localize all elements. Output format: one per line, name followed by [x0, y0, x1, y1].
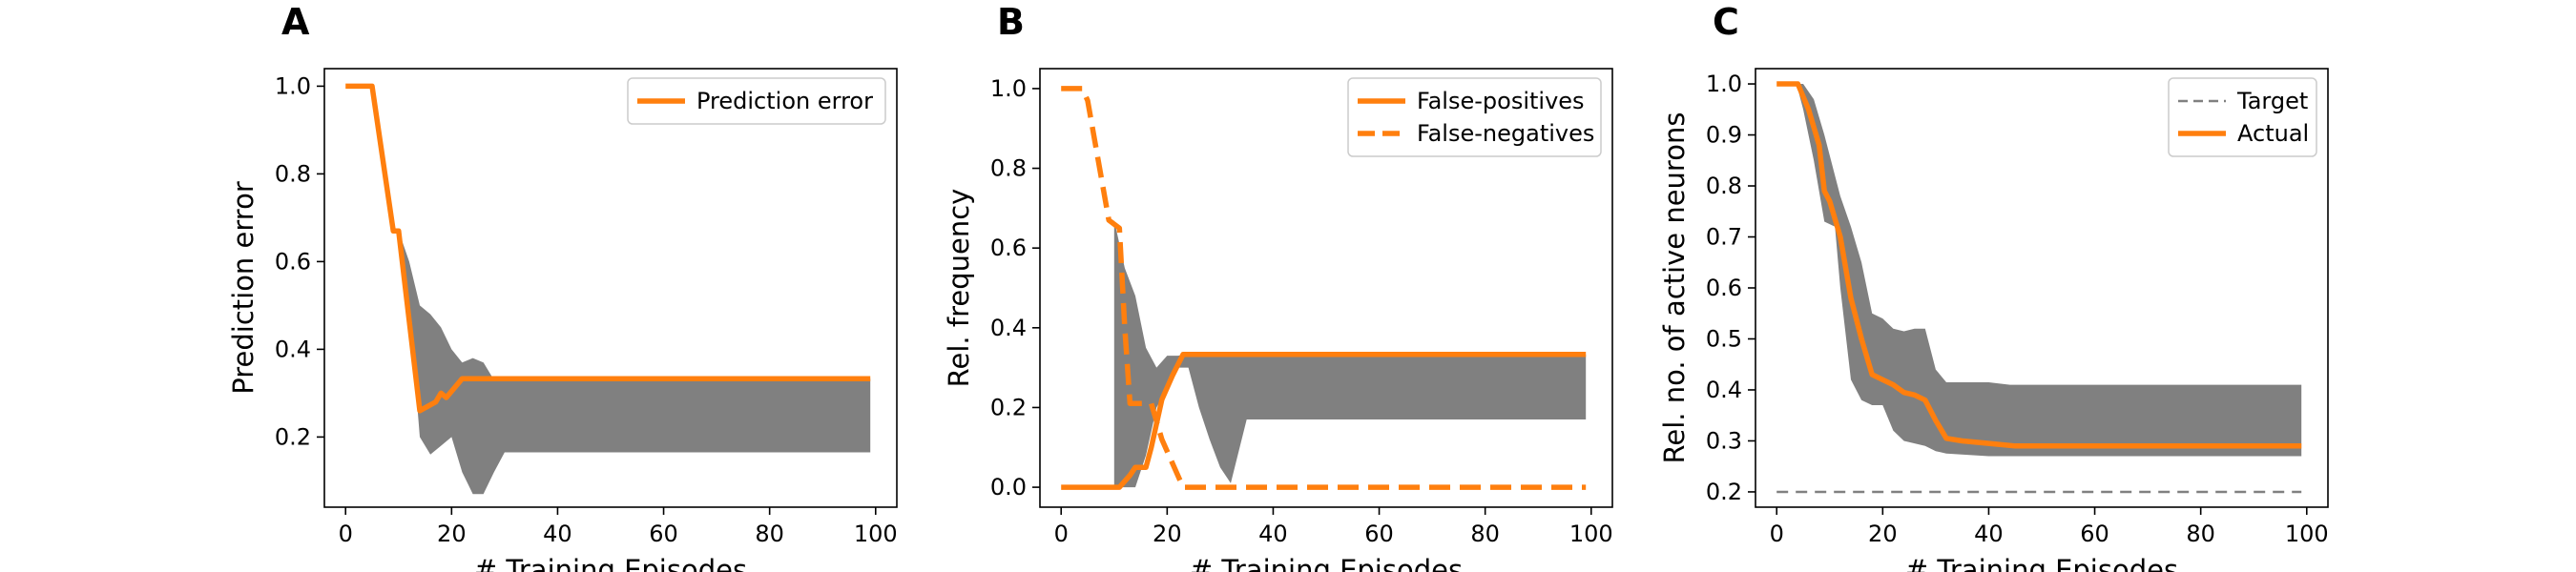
legend: Target Actual: [2168, 77, 2317, 157]
x-tick-label: 40: [543, 521, 572, 547]
plot-frame: [1039, 68, 1613, 508]
y-tick-label: 1.0: [990, 75, 1027, 102]
legend: Prediction error: [627, 77, 886, 125]
panel-c: C 0 20 40 60 80 100 0.2 0.3 0.4 0.5 0.6 0.7 0.8 0.9 1.0…: [1658, 1, 2329, 572]
y-tick-label: 1.0: [1706, 71, 1742, 97]
x-tick-label: 20: [1153, 521, 1182, 547]
y-tick-label: 0.2: [275, 423, 311, 450]
y-axis-title: Rel. frequency: [943, 189, 975, 388]
confidence-band: [1797, 84, 2302, 457]
y-tick-label: 0.2: [990, 394, 1027, 420]
x-tick-label: 80: [2186, 521, 2215, 547]
y-tick-label: 0.2: [1706, 479, 1742, 505]
legend-label: Target: [2236, 88, 2308, 114]
legend-label: Actual: [2237, 120, 2309, 147]
y-tick-label: 0.6: [275, 248, 311, 275]
x-tick-label: 100: [1569, 521, 1613, 547]
x-axis-title: # Training Episodes: [1190, 554, 1463, 572]
x-axis-title: # Training Episodes: [474, 554, 747, 572]
y-tick-label: 0.4: [275, 336, 311, 362]
y-tick-label: 0.6: [1706, 275, 1742, 301]
plot-frame: [323, 68, 898, 508]
series-line-2: [1061, 86, 1587, 490]
series-line-1: [345, 83, 871, 414]
panel-letter: C: [1713, 1, 1739, 43]
confidence-band: [398, 231, 871, 495]
y-axis-title: Prediction error: [227, 181, 260, 395]
y-tick-label: 0.4: [1706, 377, 1742, 403]
y-tick-label: 0.8: [990, 155, 1027, 182]
legend-label: False-positives: [1417, 88, 1585, 114]
x-axis-title: # Training Episodes: [1905, 554, 2178, 572]
y-tick-label: 0.3: [1706, 427, 1742, 454]
legend-box: [627, 77, 886, 125]
y-tick-label: 0.8: [1706, 173, 1742, 199]
x-tick-label: 0: [339, 521, 353, 547]
y-tick-label: 0.5: [1706, 325, 1742, 352]
x-tick-label: 20: [1868, 521, 1898, 547]
legend-label: Prediction error: [696, 88, 873, 114]
y-tick-label: 0.8: [275, 160, 311, 187]
legend-label: False-negatives: [1417, 120, 1594, 147]
series-line-1: [1061, 352, 1587, 490]
x-tick-label: 100: [854, 521, 898, 547]
x-tick-label: 0: [1054, 521, 1069, 547]
series-line-2: [1776, 81, 2302, 449]
x-tick-label: 80: [1470, 521, 1500, 547]
y-tick-label: 0.7: [1706, 224, 1742, 251]
x-tick-label: 60: [649, 521, 678, 547]
x-tick-label: 60: [1364, 521, 1394, 547]
legend-box: [2168, 77, 2317, 157]
panel-letter: B: [997, 1, 1025, 43]
y-tick-label: 1.0: [275, 72, 311, 99]
y-tick-label: 0.6: [990, 235, 1027, 261]
x-tick-label: 40: [1974, 521, 2004, 547]
y-tick-label: 0.9: [1706, 122, 1742, 149]
legend-box: [1347, 77, 1602, 157]
x-tick-label: 0: [1770, 521, 1784, 547]
y-tick-label: 0.4: [990, 315, 1027, 341]
panel-b: B 0 20 40 60 80 100 0.0 0.2 0.4 0.6 0.8 1.0 # Trainin…: [943, 1, 1613, 572]
x-tick-label: 100: [2285, 521, 2329, 547]
x-tick-label: 60: [2080, 521, 2109, 547]
y-tick-label: 0.0: [990, 474, 1027, 500]
y-axis-title: Rel. no. of active neurons: [1658, 112, 1691, 464]
x-tick-label: 80: [755, 521, 784, 547]
confidence-band: [1113, 219, 1587, 488]
x-tick-label: 40: [1258, 521, 1288, 547]
panel-a: A 0 20 40 60 80 100 0.2 0.4 0.6 0.8 1.0 # Training E…: [227, 1, 898, 572]
legend: False-positives False-negatives: [1347, 77, 1602, 157]
panel-letter: A: [281, 1, 310, 43]
x-tick-label: 20: [437, 521, 467, 547]
